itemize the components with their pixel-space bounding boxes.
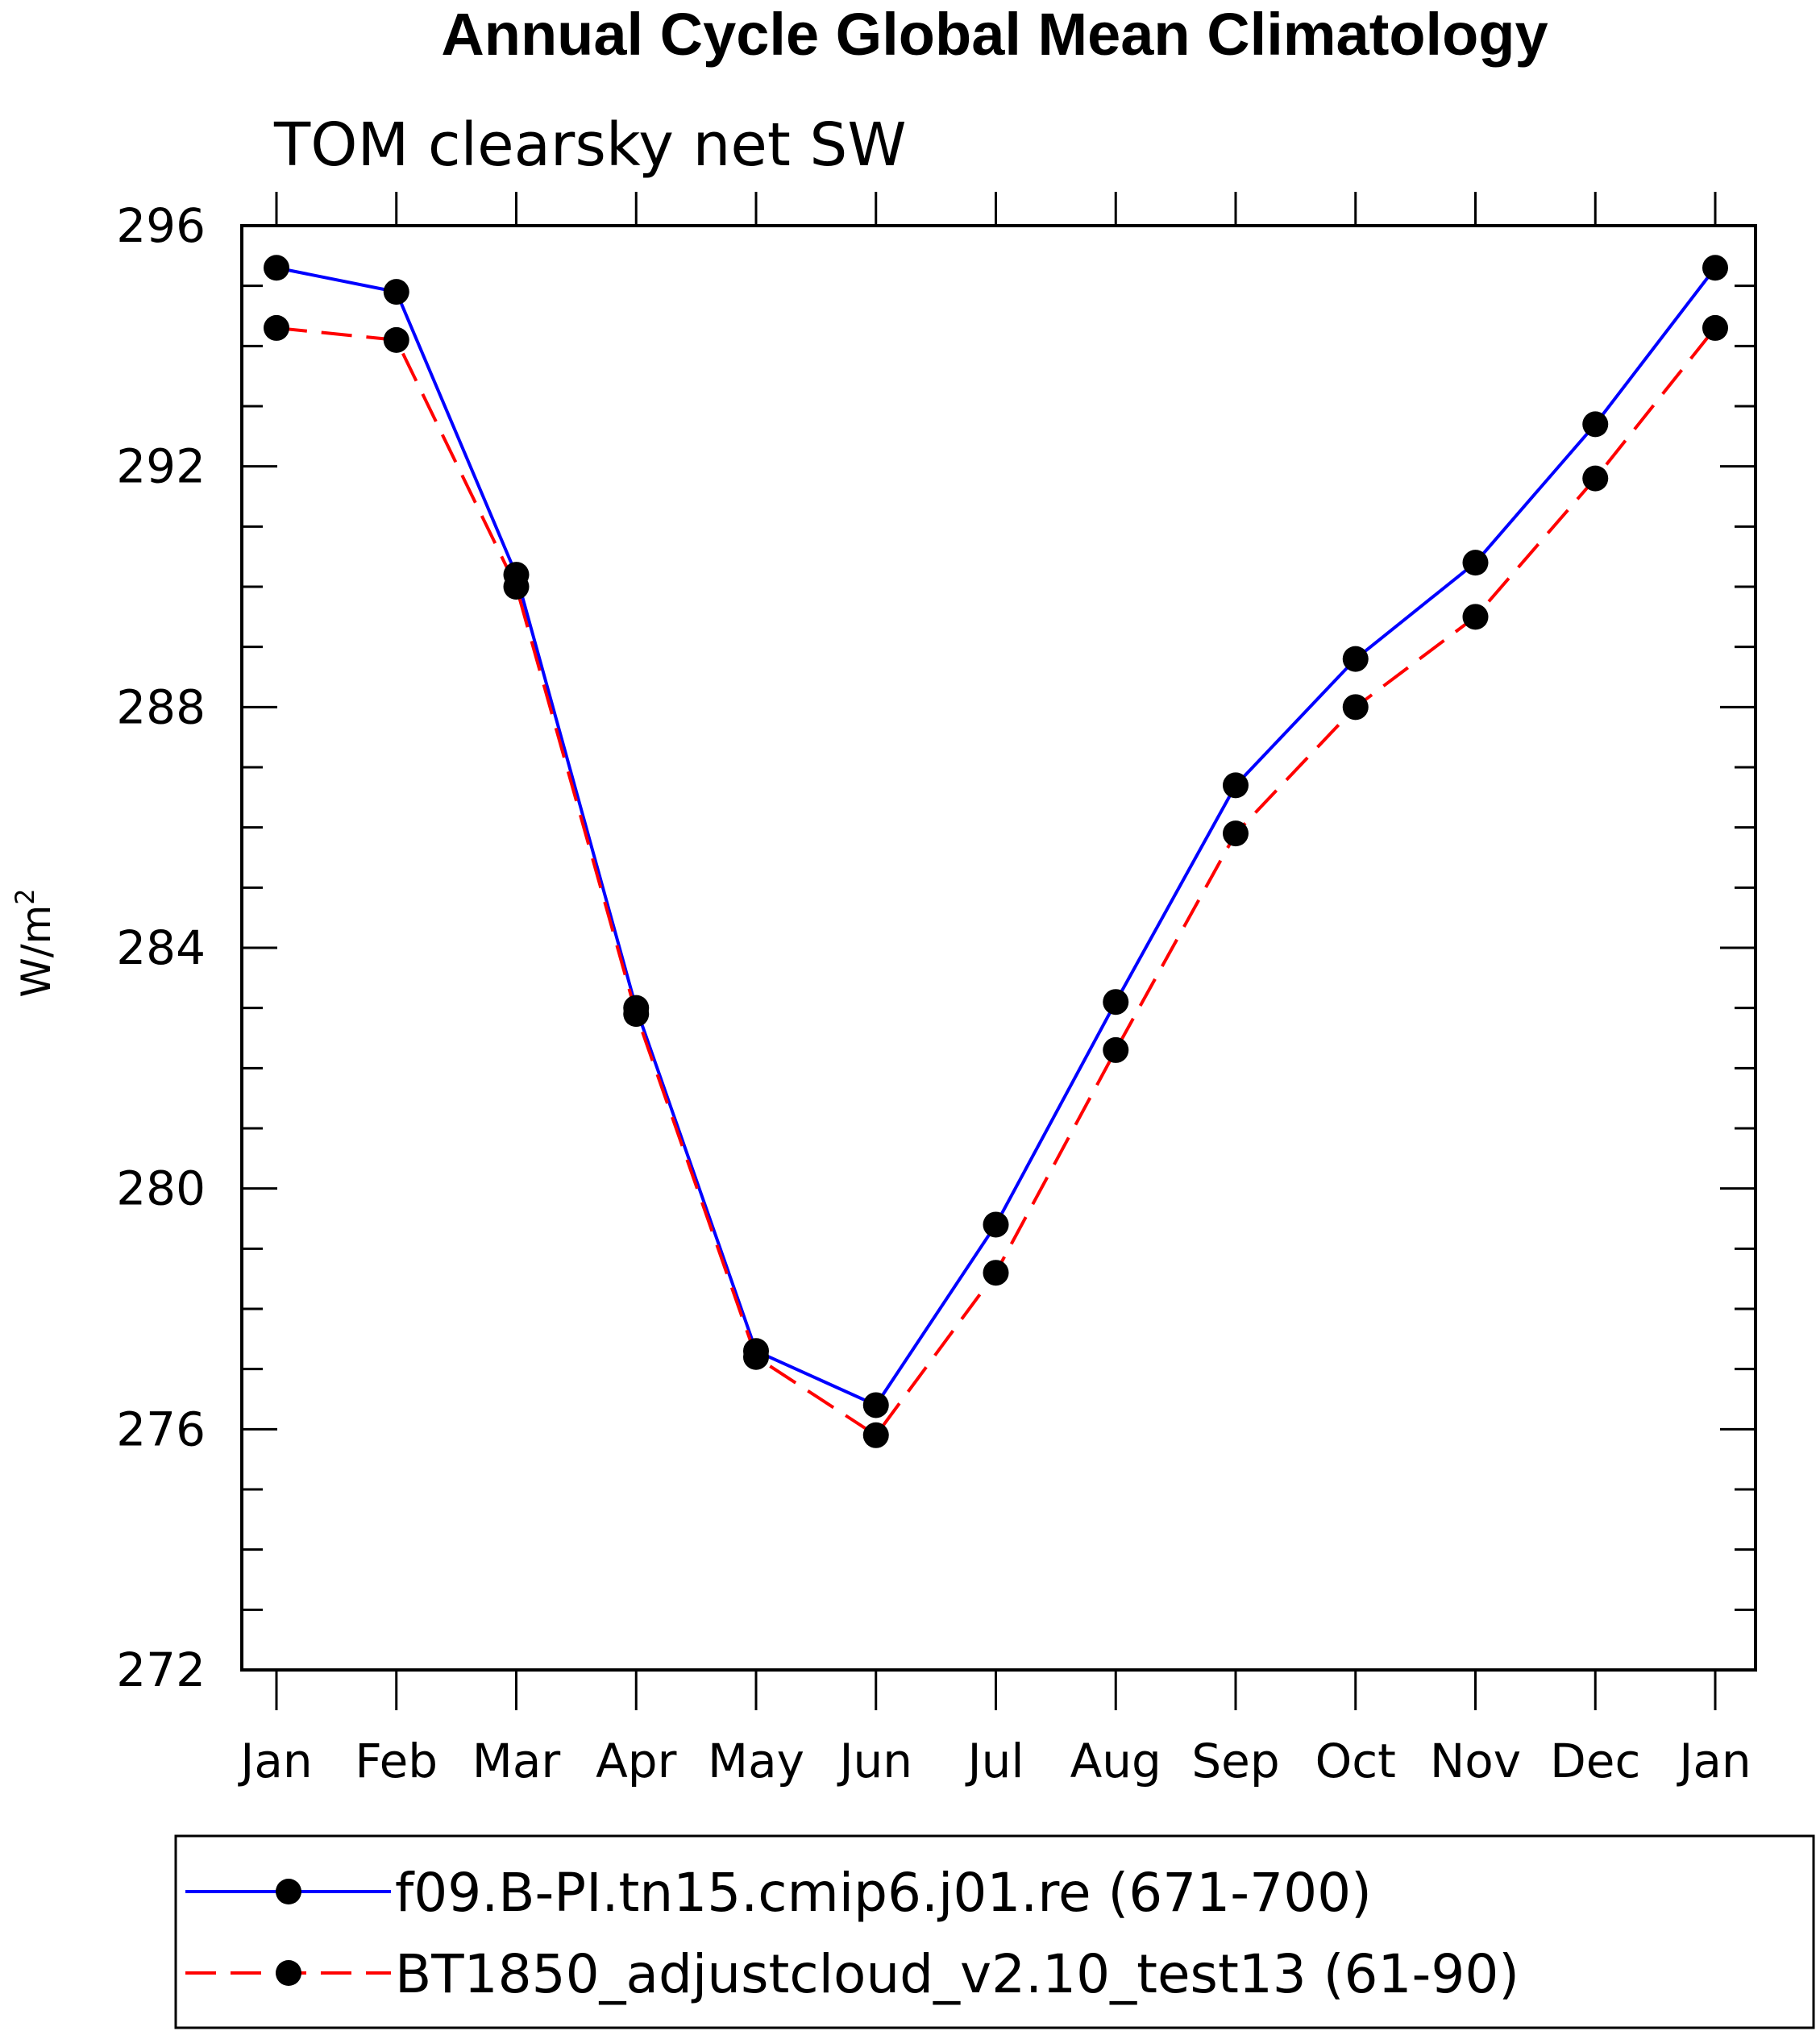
data-point: [1103, 1036, 1129, 1063]
legend-marker: [276, 1879, 301, 1904]
x-tick-label: Jan: [238, 1734, 312, 1788]
data-point: [623, 1001, 650, 1028]
y-ticks: 272 276 280 284 288 292 296: [116, 198, 1756, 1697]
x-tick-label: Dec: [1550, 1734, 1640, 1788]
data-point: [383, 326, 409, 353]
chart-title: Annual Cycle Global Mean Climatology: [441, 1, 1548, 68]
data-point: [1223, 820, 1249, 847]
data-point: [1103, 989, 1129, 1016]
x-tick-label: Jun: [837, 1734, 912, 1788]
y-tick-label: 292: [116, 439, 206, 494]
legend-label: f09.B-PI.tn15.cmip6.j01.re (671-700): [395, 1862, 1372, 1924]
data-point: [1223, 772, 1249, 799]
data-point: [862, 1422, 889, 1448]
y-tick-label: 272: [116, 1643, 206, 1697]
y-axis-label-superscript: 2: [10, 888, 40, 904]
x-tick-label: Oct: [1315, 1734, 1396, 1788]
data-point: [743, 1344, 769, 1370]
x-tick-label: Aug: [1070, 1734, 1161, 1788]
y-tick-label: 280: [116, 1161, 206, 1216]
data-point: [1462, 550, 1489, 576]
legend: f09.B-PI.tn15.cmip6.j01.re (671-700) BT18…: [185, 1862, 1519, 2005]
x-tick-label: Apr: [596, 1734, 676, 1788]
x-tick-label: May: [708, 1734, 804, 1788]
plot-frame: [240, 224, 1757, 1672]
legend-label: BT1850_adjustcloud_v2.10_test13 (61-90): [395, 1943, 1519, 2005]
y-tick-label: 296: [116, 198, 206, 253]
data-point: [1462, 604, 1489, 630]
x-tick-label: Mar: [472, 1734, 561, 1788]
data-point: [1342, 694, 1369, 721]
y-tick-label: 284: [116, 920, 206, 975]
data-point: [264, 255, 289, 281]
data-point: [862, 1392, 889, 1418]
data-point: [1342, 646, 1369, 672]
x-tick-label: Jul: [966, 1734, 1024, 1788]
data-point: [503, 574, 530, 600]
series-layer: [264, 255, 1728, 1448]
data-point: [1582, 465, 1609, 492]
x-tick-label: Jan: [1677, 1734, 1751, 1788]
x-ticks: Jan Feb Mar Apr May Jun Jul Aug Sep Oct Nov Dec Jan: [238, 192, 1751, 1788]
x-tick-label: Nov: [1430, 1734, 1521, 1788]
y-axis-label: W/m2: [10, 888, 60, 997]
x-tick-label: Sep: [1191, 1734, 1279, 1788]
legend-marker: [276, 1960, 301, 1986]
data-point: [1702, 255, 1728, 281]
data-point: [383, 279, 409, 305]
data-point: [1582, 411, 1609, 438]
legend-box: [174, 1834, 1815, 2029]
data-point: [264, 314, 289, 341]
x-tick-label: Feb: [355, 1734, 438, 1788]
y-tick-label: 276: [116, 1402, 206, 1456]
data-point: [1702, 314, 1728, 341]
y-axis-label-main: W/m: [13, 905, 60, 998]
data-point: [983, 1260, 1009, 1286]
chart-subtitle: TOM clearsky net SW: [273, 110, 907, 180]
y-tick-label: 288: [116, 679, 206, 734]
data-point: [983, 1211, 1009, 1238]
